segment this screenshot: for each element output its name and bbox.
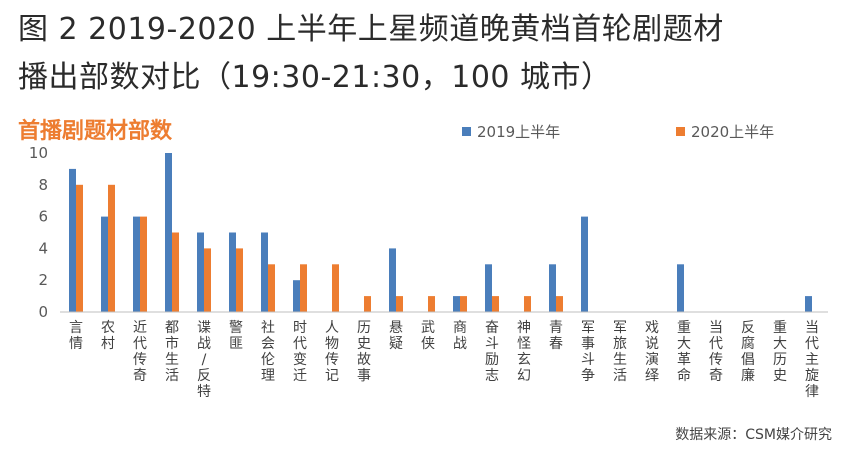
bar-2020-4 <box>204 248 211 312</box>
legend-swatch-2020 <box>676 127 685 136</box>
data-source-note: 数据来源：CSM媒介研究 <box>675 427 832 443</box>
x-category-label: 历史故事 <box>357 320 371 384</box>
bar-2019-23 <box>805 296 812 312</box>
x-category-label: 人物传记 <box>325 320 339 384</box>
x-category-label: 神怪玄幻 <box>517 320 531 384</box>
x-category-label: 近代传奇 <box>133 320 147 384</box>
x-category-label: 时代变迁 <box>293 320 307 384</box>
x-category-label: 军旅生活 <box>613 320 627 384</box>
bar-2020-8 <box>332 264 339 312</box>
x-category-label: 谍战/反特 <box>197 320 211 400</box>
y-tick-label: 8 <box>38 176 48 194</box>
legend-label-2019: 2019上半年 <box>477 123 561 141</box>
y-tick-label: 6 <box>38 208 48 226</box>
bar-2020-1 <box>108 184 115 312</box>
x-category-label: 悬疑 <box>389 320 403 352</box>
x-category-label: 重大历史 <box>773 320 787 384</box>
x-category-label: 武侠 <box>421 320 435 352</box>
bar-2019-10 <box>389 248 396 312</box>
x-category-label: 农村 <box>101 320 115 352</box>
bar-2019-4 <box>197 232 204 312</box>
bar-2020-10 <box>396 296 403 312</box>
x-category-label: 言情 <box>69 320 83 352</box>
figure-title-line2: 播出部数对比（19:30-21:30，100 城市） <box>18 60 612 95</box>
bar-2020-2 <box>140 216 147 312</box>
x-category-label: 警匪 <box>229 320 243 352</box>
bar-2019-0 <box>69 168 76 312</box>
figure-title-line1: 图 2 2019-2020 上半年上星频道晚黄档首轮剧题材 <box>18 12 724 47</box>
y-axis-ticks: 0 2 4 6 8 10 <box>29 144 48 321</box>
x-category-label: 军事斗争 <box>581 320 595 384</box>
chart-title: 首播剧题材部数 <box>18 119 173 144</box>
legend-item-2019: 2019上半年 <box>462 121 560 142</box>
x-category-label: 当代主旋律 <box>805 320 819 400</box>
bar-2020-7 <box>300 264 307 312</box>
y-tick-label: 0 <box>38 303 48 321</box>
bar-2020-14 <box>524 296 531 312</box>
bar-2020-15 <box>556 296 563 312</box>
bars <box>69 153 812 312</box>
x-category-label: 重大革命 <box>677 320 691 384</box>
y-tick-label: 10 <box>29 144 48 162</box>
bar-2019-5 <box>229 232 236 312</box>
bar-2020-3 <box>172 232 179 312</box>
legend-swatch-2019 <box>462 127 471 136</box>
bar-2019-2 <box>133 216 140 312</box>
bar-2020-9 <box>364 296 371 312</box>
legend-label-2020: 2020上半年 <box>691 123 775 141</box>
bar-2020-0 <box>76 184 83 312</box>
y-tick-label: 2 <box>38 271 48 289</box>
bar-2020-5 <box>236 248 243 312</box>
bar-2019-16 <box>581 216 588 312</box>
x-category-label: 社会伦理 <box>261 320 275 384</box>
bar-2020-13 <box>492 296 499 312</box>
bar-2020-6 <box>268 264 275 312</box>
x-category-label: 都市生活 <box>165 320 179 384</box>
bar-2019-3 <box>165 153 172 312</box>
x-category-label: 戏说演绎 <box>645 320 659 384</box>
bar-2020-11 <box>428 296 435 312</box>
bar-2019-15 <box>549 264 556 312</box>
bar-2019-6 <box>261 232 268 312</box>
bar-2020-12 <box>460 296 467 312</box>
bar-2019-12 <box>453 296 460 312</box>
bar-2019-13 <box>485 264 492 312</box>
bar-2019-7 <box>293 280 300 312</box>
x-category-label: 青春 <box>549 320 563 352</box>
x-category-label: 当代传奇 <box>709 320 723 384</box>
bar-2019-19 <box>677 264 684 312</box>
x-category-label: 商战 <box>453 320 467 352</box>
y-tick-label: 4 <box>38 239 48 257</box>
bar-2019-1 <box>101 216 108 312</box>
legend-item-2020: 2020上半年 <box>676 121 774 142</box>
x-category-label: 奋斗励志 <box>485 320 499 384</box>
x-category-label: 反腐倡廉 <box>741 320 755 384</box>
